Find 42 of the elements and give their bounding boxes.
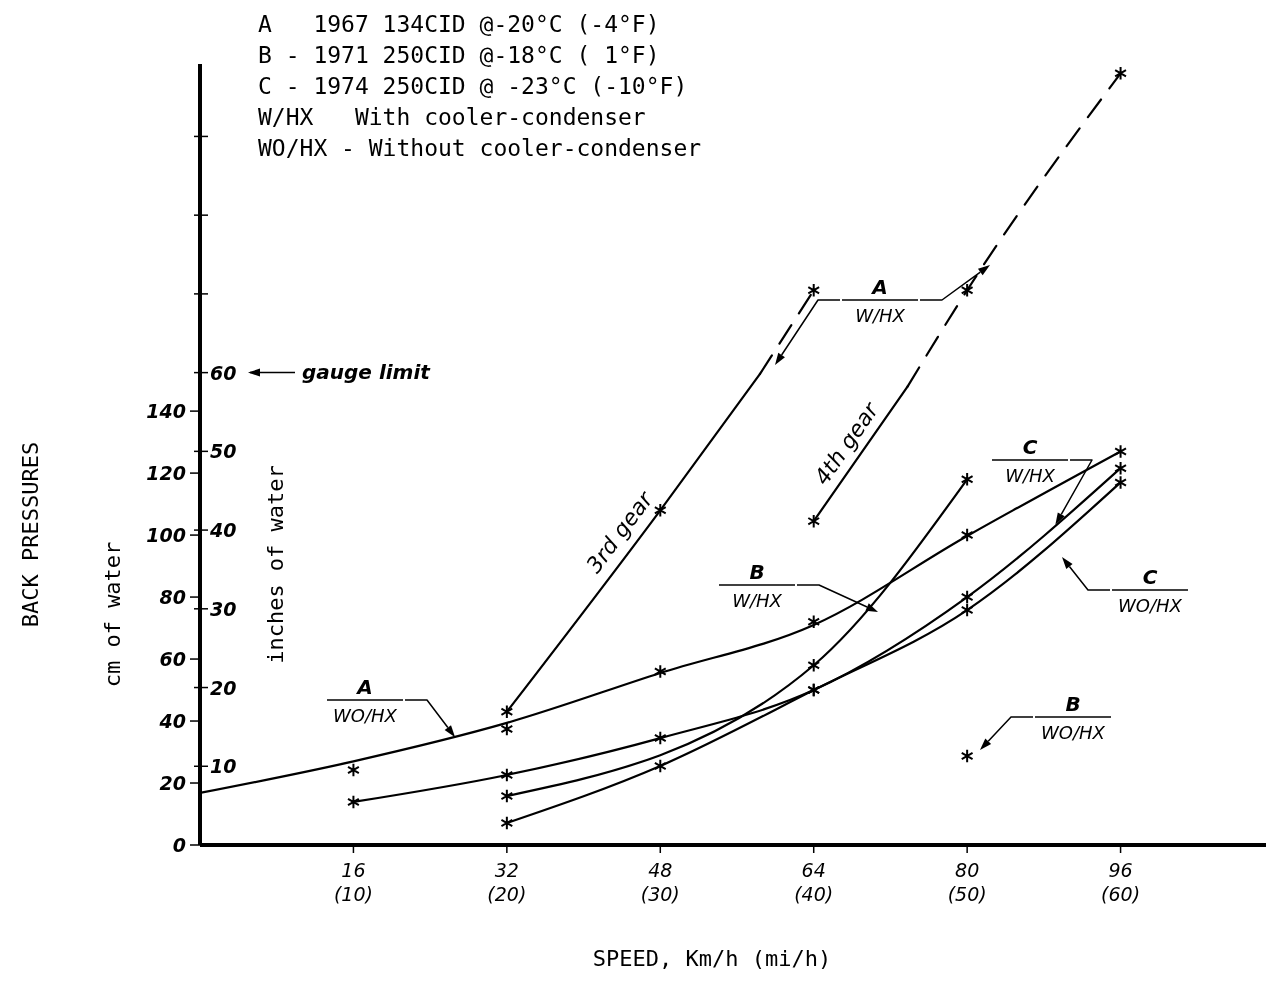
ref-line-label: gauge limit [302,359,432,384]
y-tick-label: 0 [172,834,186,856]
y2-tick-label: 20 [210,676,237,699]
y-axis-title: cm of water [100,541,125,688]
annotation: C WO/HX [1118,565,1183,616]
x-tick-label: 96 [1108,859,1133,881]
y-tick-label: 120 [146,462,186,485]
annotation: B - 1971 250CID @-18°C ( 1°F) [258,42,660,68]
y2-tick-label: 40 [209,519,237,542]
annotation: B WO/HX [1041,692,1106,743]
annotation: B W/HX [732,560,783,611]
y-tick-label: 100 [146,524,186,547]
y-tick-label: 60 [159,648,186,671]
annotation: A W/HX [855,275,906,326]
y2-axis-title: inches of water [263,465,288,664]
x2-tick-label: (20) [487,883,527,905]
x2-tick-label: (40) [794,883,834,905]
annotation: W/HX With cooler-condenser [258,104,646,130]
y2-tick-label: 30 [210,597,237,620]
x-tick-label: 16 [341,859,366,881]
x2-tick-label: (30) [640,883,680,905]
annotation: WO/HX - Without cooler-condenser [258,135,702,161]
x2-tick-label: (50) [947,883,987,905]
x-tick-label: 80 [955,859,980,881]
y-tick-label: 140 [146,400,186,423]
x2-tick-label: (10) [333,883,373,905]
x-tick-label: 48 [648,859,673,881]
y-tick-label: 80 [159,586,186,609]
x2-tick-label: (60) [1101,883,1141,905]
text: A 1967 134CID @-20°C (-4°F) [258,11,660,37]
y2-tick-label: 60 [210,361,237,384]
y2-tick-label: 50 [210,440,237,463]
text: BACK PRESSURES [18,441,43,628]
y-tick-label: 20 [159,772,186,795]
annotation: A WO/HX [333,675,398,726]
x-tick-label: 64 [801,859,826,881]
y2-tick-label: 10 [210,755,237,778]
annotation: C W/HX [1005,435,1056,486]
annotation: C - 1974 250CID @ -23°C (-10°F) [258,73,688,99]
x-axis-title: SPEED, Km/h (mi/h) [592,946,832,971]
x-tick-label: 32 [494,859,519,881]
y-tick-label: 40 [158,710,186,733]
